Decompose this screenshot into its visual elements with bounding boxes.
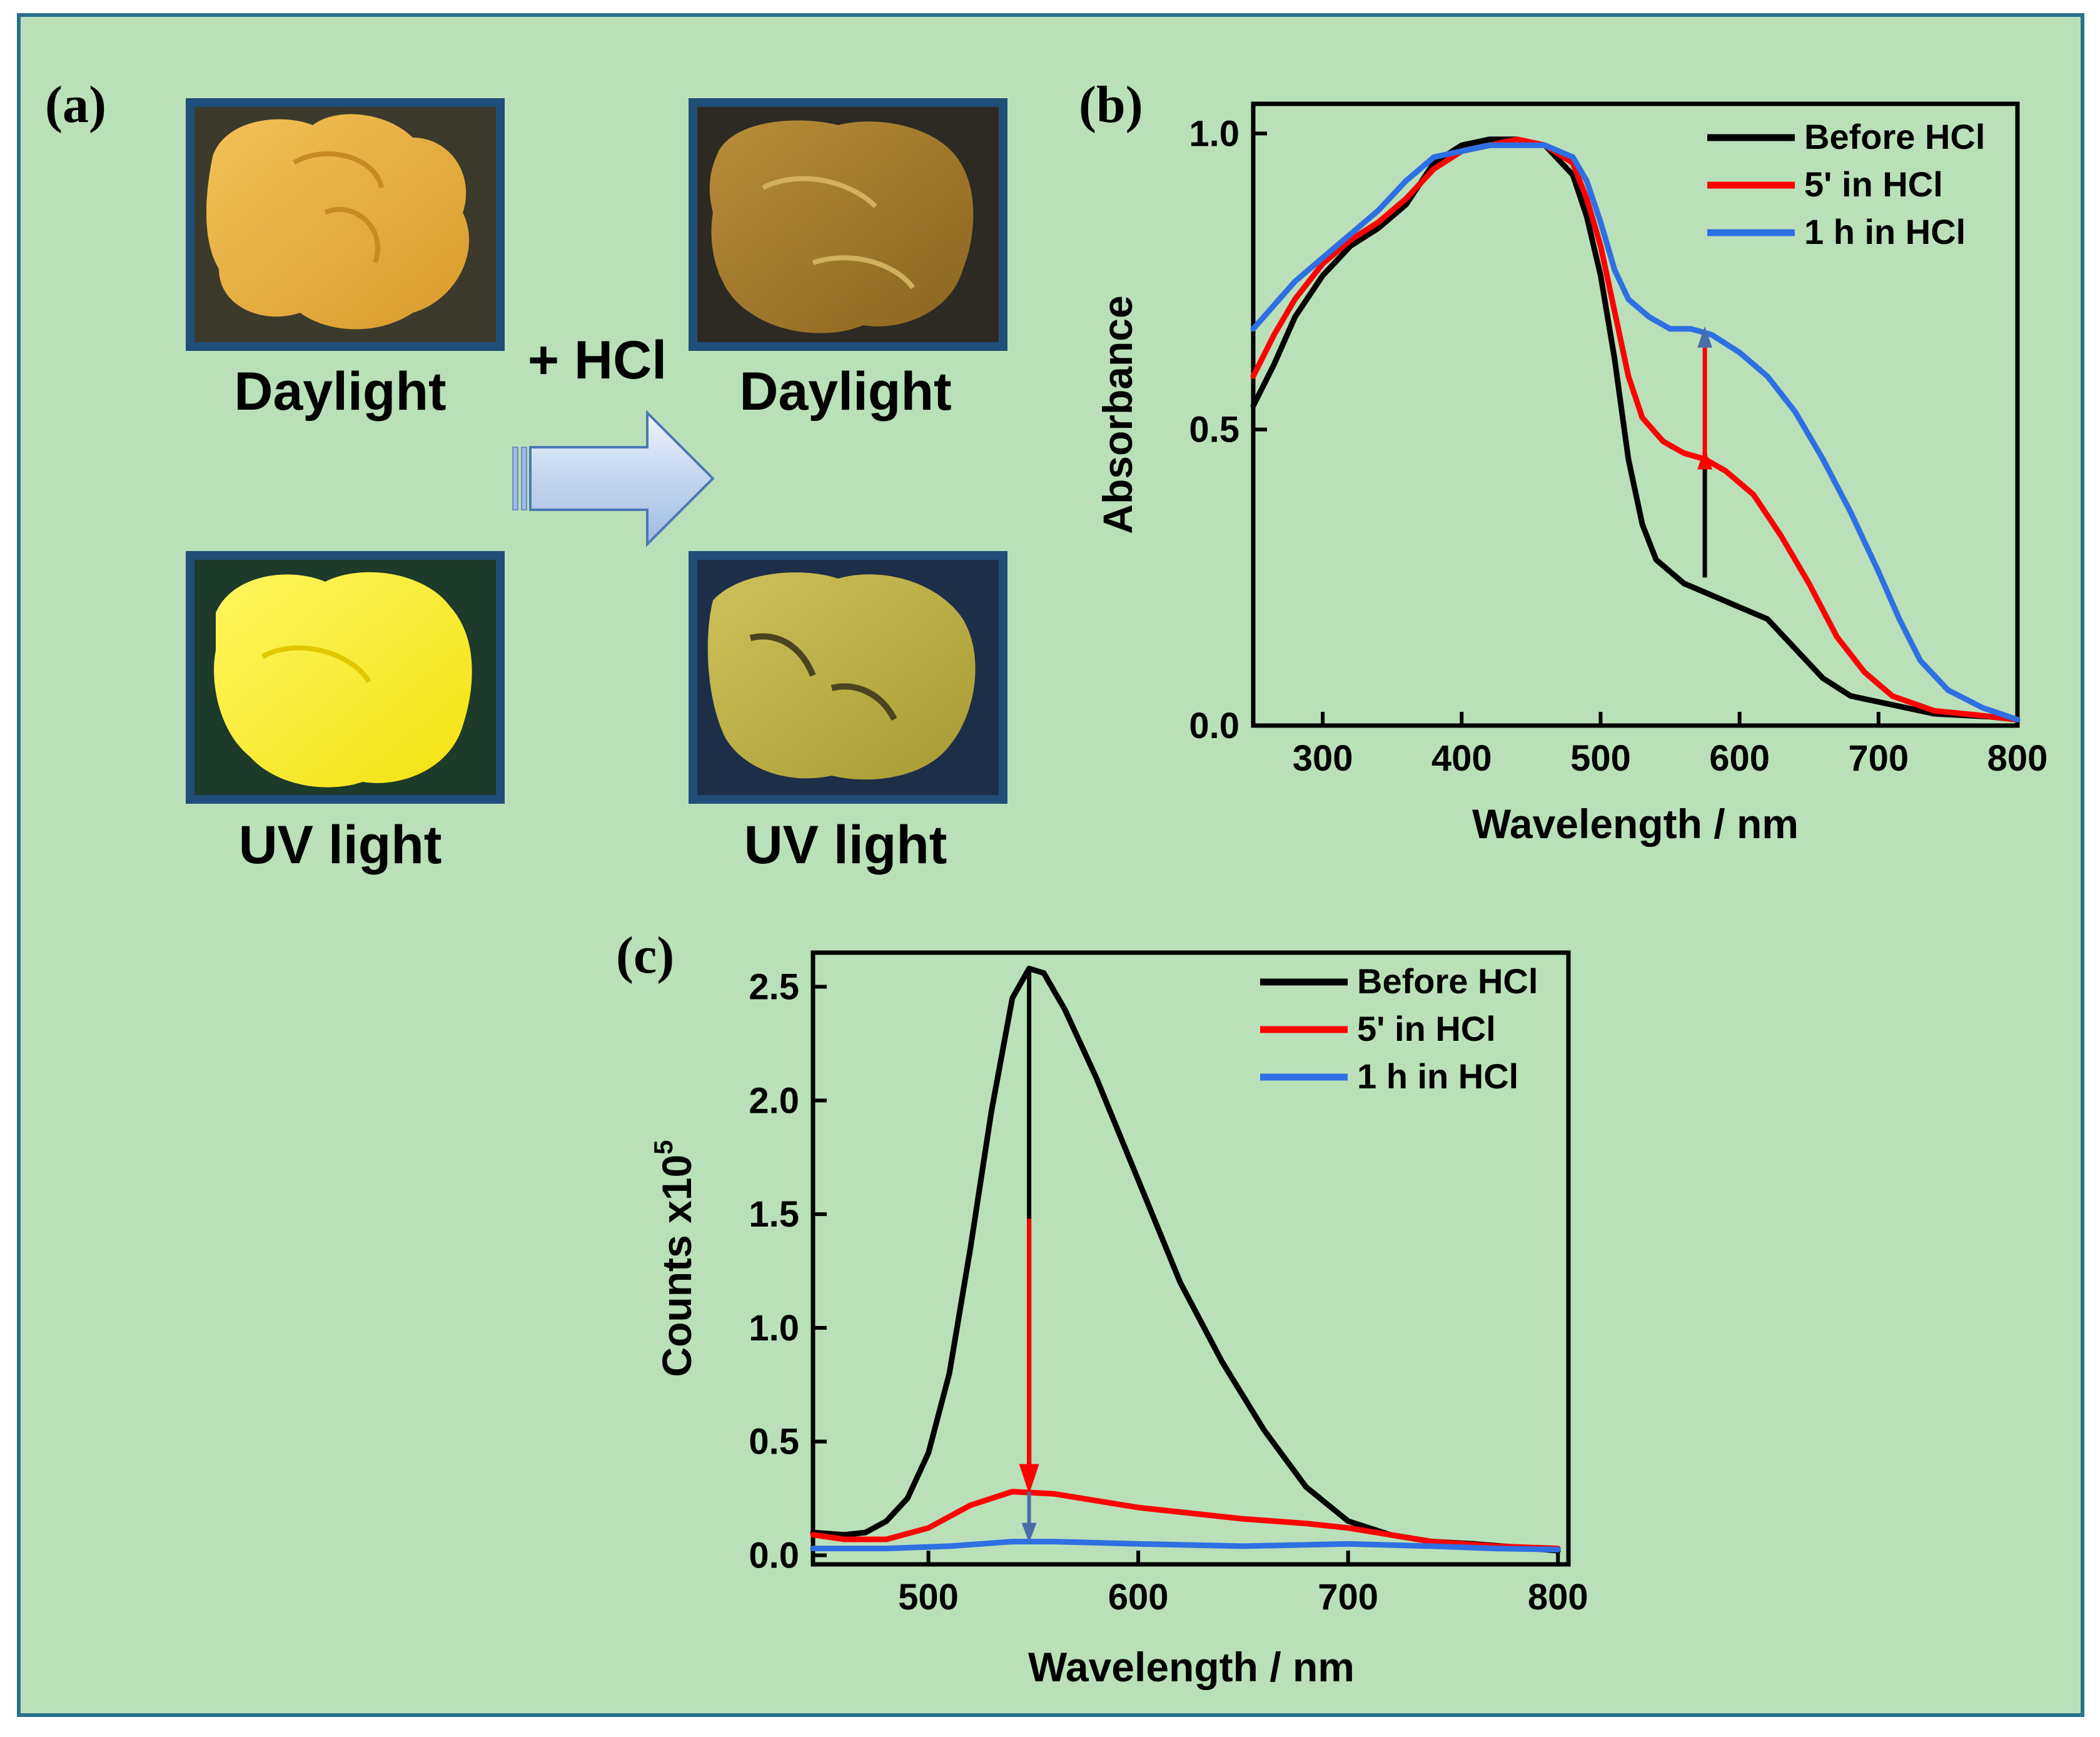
y-tick-label: 0.5 bbox=[749, 1422, 799, 1462]
panel-b-series bbox=[1250, 136, 2021, 722]
panel-c-y-axis-label-text: Counts x10 bbox=[654, 1155, 700, 1377]
panel-c-y-axis-superscript: 5 bbox=[649, 1140, 678, 1154]
x-tick-label: 500 bbox=[1570, 738, 1631, 779]
legend-label-2: 5' in HCl bbox=[1804, 165, 1943, 204]
panel-c-x-axis-label: Wavelength / nm bbox=[1028, 1644, 1355, 1690]
photo-caption-uv-after: UV light bbox=[744, 815, 947, 875]
panel-c-y-axis-title: Counts x105 bbox=[649, 1140, 700, 1377]
photo-uv-before bbox=[186, 551, 505, 804]
y-tick-label: 1.0 bbox=[1189, 113, 1239, 154]
y-tick-label: 0.0 bbox=[749, 1535, 799, 1576]
series-line-2 bbox=[1250, 136, 2021, 722]
panel-a: (a) Daylight Daylight + HCl UV light bbox=[45, 76, 1007, 875]
photo-caption-daylight-after: Daylight bbox=[739, 362, 951, 422]
x-tick-label: 600 bbox=[1709, 738, 1770, 779]
legend-label-3: 1 h in HCl bbox=[1357, 1056, 1518, 1096]
photo-daylight-before bbox=[186, 98, 505, 351]
y-tick-label: 1.0 bbox=[749, 1308, 799, 1349]
legend-label-3: 1 h in HCl bbox=[1804, 212, 1966, 251]
panel-b-annotation bbox=[1697, 326, 1713, 578]
dim-yellow-emission-photo-icon bbox=[707, 572, 976, 780]
panel-b-y-axis-label: Absorbance bbox=[1094, 295, 1141, 534]
x-tick-label: 800 bbox=[1528, 1577, 1588, 1618]
annotation-arrowhead-lower bbox=[1697, 448, 1713, 470]
bright-yellow-emission-photo-icon bbox=[214, 572, 472, 787]
x-tick-label: 500 bbox=[898, 1577, 959, 1618]
x-tick-label: 600 bbox=[1108, 1577, 1169, 1618]
y-tick-label: 0.0 bbox=[1189, 706, 1239, 746]
y-tick-label: 1.5 bbox=[749, 1194, 799, 1235]
series-line-1 bbox=[1250, 136, 2021, 722]
x-tick-label: 700 bbox=[1848, 738, 1909, 779]
panel-c-ticks: 500 600 700 800 0.0 0.5 1.0 1.5 2.0 2.5 bbox=[749, 967, 1588, 1618]
panel-c-y-axis-label: Counts x105 bbox=[649, 1140, 700, 1377]
photo-uv-after bbox=[689, 551, 1007, 804]
panel-c-label: (c) bbox=[616, 926, 674, 985]
photo-daylight-after bbox=[689, 98, 1007, 351]
panel-c-series bbox=[810, 965, 1561, 1554]
x-tick-label: 800 bbox=[1987, 738, 2048, 779]
panel-b-legend: Before HCl 5' in HCl 1 h in HCl bbox=[1707, 117, 1985, 251]
y-tick-label: 2.0 bbox=[749, 1080, 799, 1121]
x-tick-label: 300 bbox=[1293, 738, 1353, 779]
panel-b-plot-frame bbox=[1251, 101, 2020, 728]
legend-label-1: Before HCl bbox=[1357, 961, 1538, 1001]
panel-c-annotation bbox=[1019, 968, 1039, 1543]
panel-c-chart: (c) 500 600 700 800 0.0 0.5 1.0 1.5 2.0 2.5 Befor… bbox=[616, 926, 1588, 1690]
annotation-arrowhead-upper bbox=[1697, 326, 1713, 348]
annotation-arrowhead-upper bbox=[1019, 1464, 1039, 1494]
dark-orange-solid-photo-icon bbox=[709, 120, 974, 333]
x-tick-label: 700 bbox=[1318, 1577, 1378, 1618]
series-line-2 bbox=[810, 1489, 1561, 1552]
reagent-label: + HCl bbox=[528, 330, 667, 390]
legend-label-2: 5' in HCl bbox=[1357, 1009, 1496, 1048]
y-tick-label: 0.5 bbox=[1189, 410, 1239, 450]
legend-label-1: Before HCl bbox=[1804, 117, 1985, 156]
photo-caption-uv-before: UV light bbox=[239, 815, 442, 875]
orange-solid-photo-icon bbox=[206, 114, 470, 330]
panel-b-x-axis-label: Wavelength / nm bbox=[1472, 801, 1799, 847]
panel-b-label: (b) bbox=[1079, 76, 1143, 134]
y-tick-label: 2.5 bbox=[749, 967, 799, 1008]
x-tick-label: 400 bbox=[1431, 738, 1492, 779]
panel-b-chart: (b) 300 400 500 600 700 800 0.0 0.5 1.0 Before H… bbox=[1079, 76, 2047, 847]
panel-c-legend: Before HCl 5' in HCl 1 h in HCl bbox=[1260, 961, 1538, 1096]
reaction-arrow-icon bbox=[512, 410, 715, 547]
series-line-3 bbox=[1250, 142, 2021, 722]
panel-b-ticks: 300 400 500 600 700 800 0.0 0.5 1.0 bbox=[1189, 113, 2047, 779]
panel-a-label: (a) bbox=[45, 76, 106, 134]
series-line-3 bbox=[810, 1539, 1561, 1552]
panel-c-plot-frame bbox=[810, 950, 1571, 1567]
annotation-arrowhead-lower bbox=[1021, 1522, 1037, 1543]
photo-caption-daylight-before: Daylight bbox=[234, 362, 446, 422]
